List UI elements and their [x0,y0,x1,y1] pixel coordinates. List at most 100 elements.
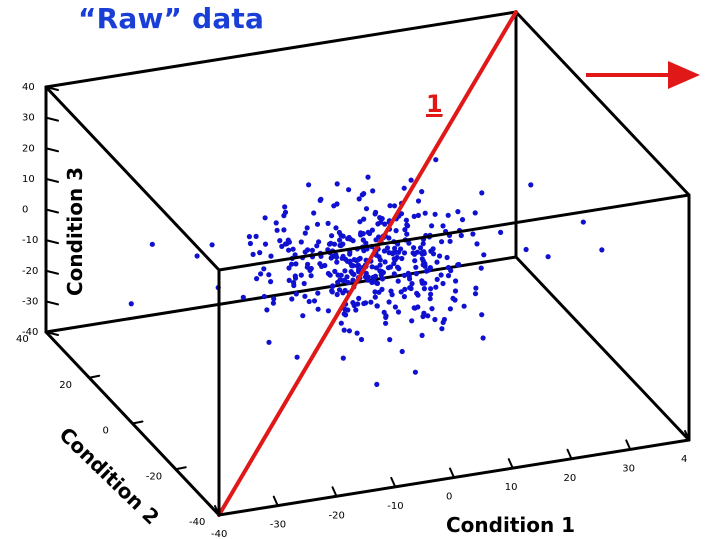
data-point [392,304,398,310]
data-point [415,292,421,298]
data-point [361,300,367,307]
data-point [384,245,391,251]
box-edge [44,10,518,89]
data-point [332,268,338,274]
data-point [365,274,371,280]
data-point [401,294,407,300]
data-point [429,306,435,312]
data-point [128,301,134,307]
data-point [419,332,425,338]
y-tick-mark [174,466,187,471]
data-point [419,256,425,262]
z-tick-label: 20 [22,143,35,154]
data-point [355,256,362,263]
data-point [317,197,323,203]
z-tick-label: 40 [22,82,35,93]
x-tick-label: -30 [270,520,286,531]
data-point [293,261,299,267]
data-point [273,220,279,226]
data-point [402,286,408,292]
x-tick-mark [449,467,455,479]
z-tick-mark [45,177,59,183]
data-point [440,223,446,229]
data-point [346,328,352,334]
data-point [338,272,344,278]
data-point [401,272,407,278]
data-point [354,263,360,269]
data-point [356,196,362,202]
data-point [282,204,288,210]
data-point [289,261,295,267]
data-point [331,241,338,247]
data-point [445,212,451,218]
data-point [301,280,307,287]
data-point [452,297,458,303]
data-point [385,265,391,271]
z-tick-label: -40 [22,327,38,338]
data-point [419,189,425,195]
data-point [382,221,388,227]
x-tick-label: 30 [622,463,635,474]
principal-component-line: 1 [217,10,518,517]
data-point [448,268,454,274]
data-point [473,285,479,291]
data-point [425,313,431,319]
data-point [393,228,399,234]
data-point [411,245,417,251]
data-point [391,271,397,277]
data-point [325,308,331,314]
data-point [479,312,485,318]
data-point [455,262,461,268]
x-tick-label: -10 [387,501,403,512]
data-point [268,253,274,259]
data-point [415,212,421,218]
data-point [372,294,378,300]
data-point [325,270,331,277]
data-point [437,253,443,259]
axis-ticks: -40-30-20-100102030440200-20-40403020100… [16,82,690,539]
box-edge [514,255,691,442]
data-point [455,209,461,215]
data-point [358,336,365,343]
data-point [346,187,352,193]
data-point [452,288,459,294]
principal-component-segment [217,10,518,517]
data-point [316,239,322,245]
z-tick-label: 30 [22,113,35,124]
z-tick-mark [45,331,59,336]
data-point [380,269,386,276]
x-tick-label: 4 [681,454,687,465]
data-point [266,339,272,345]
data-point [372,289,378,295]
x-tick-mark [214,505,220,516]
data-point [351,302,357,309]
data-point [399,348,405,355]
data-point [523,246,529,253]
arrow-head [668,61,700,89]
data-point [427,265,433,271]
data-point [402,227,408,233]
data-point [545,254,551,260]
data-point [271,296,277,302]
data-point [474,241,480,247]
data-point [410,250,416,256]
data-point [338,243,344,249]
data-point [403,217,409,223]
data-point [395,264,401,270]
data-point [398,289,404,295]
data-point [266,272,272,278]
data-point [377,257,383,263]
data-point [334,291,340,298]
right-arrow-icon [586,61,700,89]
z-axis-label: Condition 3 [63,167,87,296]
data-point [432,316,438,323]
x-tick-mark [331,486,338,498]
data-point [412,369,418,375]
data-point [440,319,446,325]
data-point [395,309,402,315]
z-tick-label: 10 [22,174,35,185]
data-point [412,258,418,264]
x-tick-mark [566,448,573,460]
data-point [333,252,339,258]
